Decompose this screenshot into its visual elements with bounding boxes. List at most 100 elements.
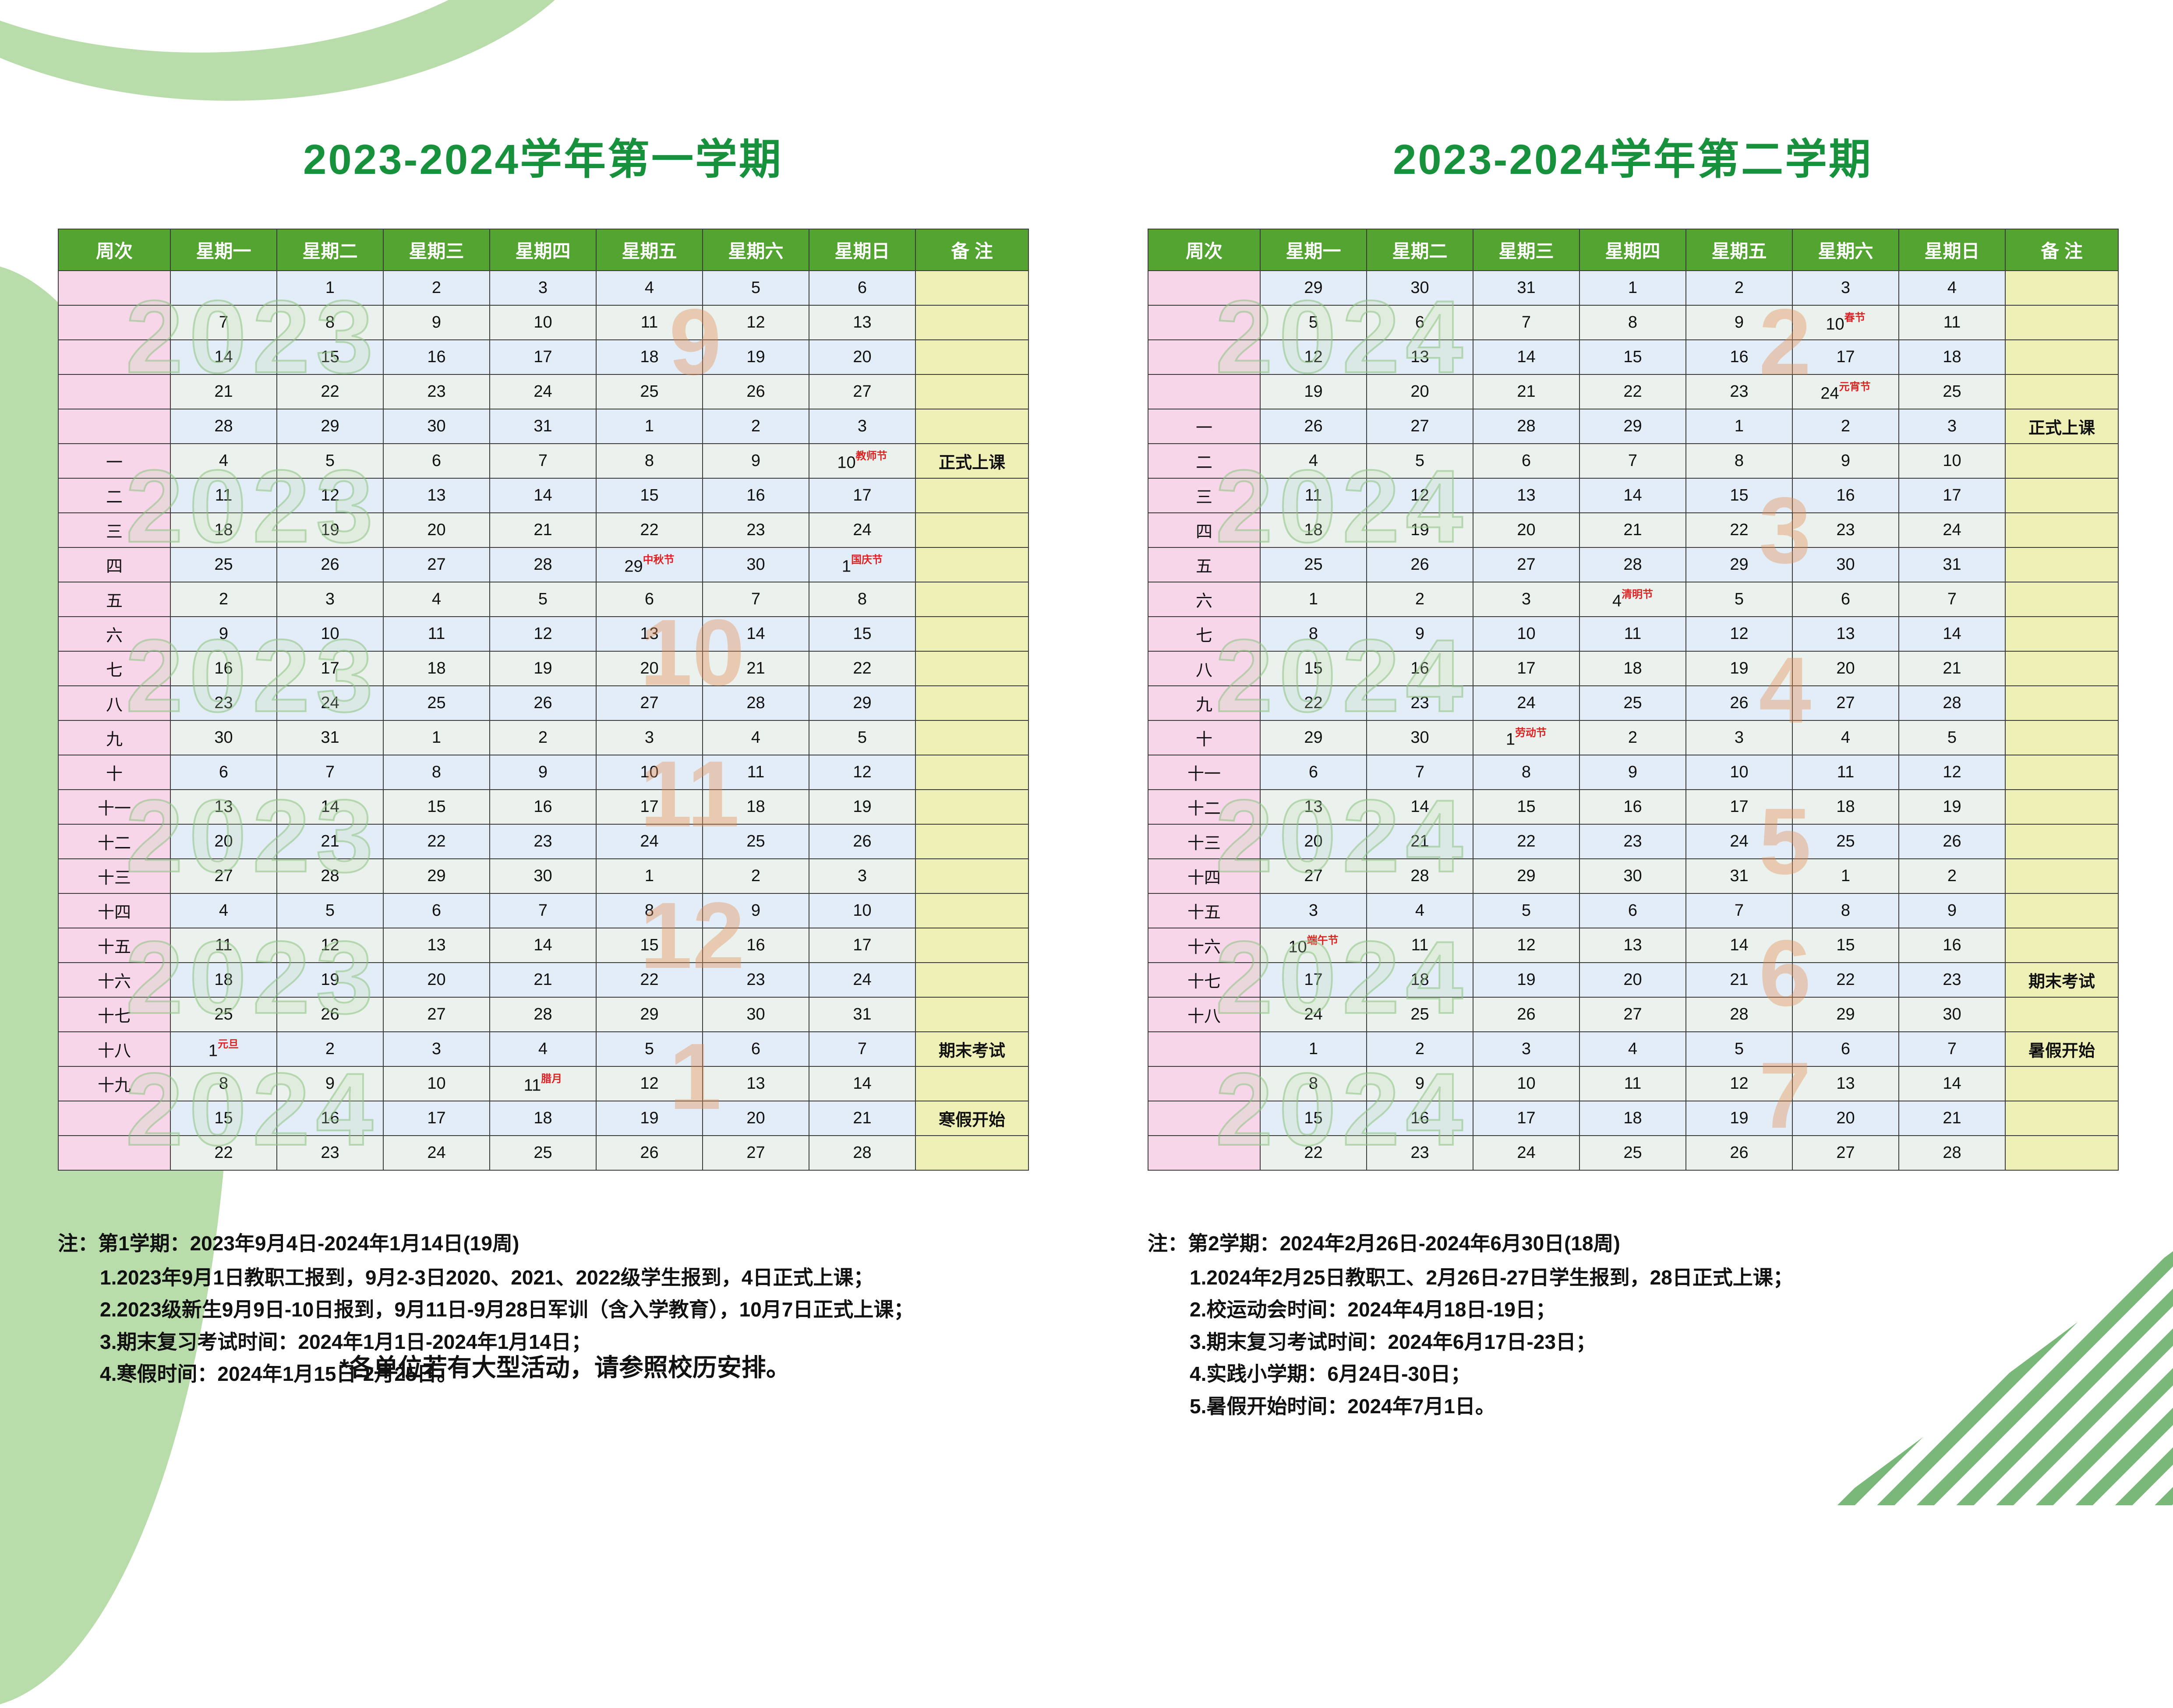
note-cell xyxy=(2005,755,2119,790)
day-cell: 18 xyxy=(1579,1101,1686,1136)
day-cell: 14 xyxy=(276,789,384,825)
day-cell: 4 xyxy=(489,1031,597,1067)
holiday-label: 元宵节 xyxy=(1839,381,1871,393)
day-cell: 7 xyxy=(1366,755,1473,790)
day-cell: 2 xyxy=(1792,409,1899,444)
day-cell: 22 xyxy=(809,651,916,686)
day-cell: 27 xyxy=(383,997,490,1032)
day-cell: 27 xyxy=(1579,997,1686,1032)
day-cell: 9 xyxy=(1792,443,1899,479)
calendar-row: 一 26 27 28 29 1 2 3 正式上课 xyxy=(1148,409,2119,444)
day-cell: 3 xyxy=(1792,270,1899,306)
day-cell: 9 xyxy=(1685,305,1793,340)
day-cell: 27 xyxy=(596,685,703,721)
day-cell: 16 xyxy=(489,789,597,825)
note-cell xyxy=(2005,651,2119,686)
day-cell: 22 xyxy=(1579,374,1686,409)
header-cell: 星期六 xyxy=(1792,229,1899,271)
note-cell xyxy=(915,893,1029,928)
day-cell: 12 xyxy=(702,305,809,340)
day-cell: 7 xyxy=(809,1031,916,1067)
day-cell: 2 xyxy=(383,270,490,306)
day-cell: 17 xyxy=(596,789,703,825)
day-cell: 7 xyxy=(1579,443,1686,479)
note-cell xyxy=(2005,824,2119,859)
semester-1-calendar-table: 周次 星期一 星期二 星期三 星期四 星期五 星期六 星期日备 注 1 2 3 4 5 6 7 8 9 10 11… xyxy=(58,229,1029,1171)
holiday-label: 国庆节 xyxy=(851,554,883,566)
day-cell: 10端午节 xyxy=(1260,928,1367,963)
calendar-row: 十 29 30 1劳动节 2 3 4 5 xyxy=(1148,720,2119,755)
note-cell xyxy=(915,582,1029,617)
week-cell: 三 xyxy=(1148,478,1261,513)
note-cell xyxy=(2005,720,2119,755)
day-cell: 19 xyxy=(276,512,384,548)
day-cell: 8 xyxy=(1260,616,1367,652)
day-cell: 7 xyxy=(1473,305,1580,340)
day-cell: 25 xyxy=(1260,547,1367,582)
day-cell: 2 xyxy=(1898,858,2006,894)
calendar-row: 十一 6 7 8 9 10 11 12 xyxy=(1148,755,2119,790)
day-cell: 2 xyxy=(702,858,809,894)
day-cell: 8 xyxy=(170,1066,277,1101)
day-cell: 16 xyxy=(383,339,490,375)
day-cell: 21 xyxy=(170,374,277,409)
day-cell: 15 xyxy=(276,339,384,375)
week-cell: 一 xyxy=(58,443,171,479)
day-number: 10 xyxy=(1288,938,1307,956)
header-cell: 星期一 xyxy=(1260,229,1367,271)
header-row: 周次 星期一 星期二 星期三 星期四 星期五 星期六 星期日备 注 xyxy=(1148,229,2119,271)
day-cell: 4 xyxy=(702,720,809,755)
day-cell: 10 xyxy=(1685,755,1793,790)
day-cell: 28 xyxy=(809,1135,916,1171)
calendar-row: 28 29 30 31 1 2 3 xyxy=(58,409,1029,444)
calendar-row: 十八 24 25 26 27 28 29 30 xyxy=(1148,997,2119,1032)
day-cell: 25 xyxy=(1792,824,1899,859)
holiday-label: 端午节 xyxy=(1307,934,1339,946)
day-cell: 26 xyxy=(1898,824,2006,859)
day-cell: 3 xyxy=(276,582,384,617)
day-cell: 13 xyxy=(702,1066,809,1101)
day-cell: 7 xyxy=(170,305,277,340)
week-cell xyxy=(58,305,171,340)
day-cell: 3 xyxy=(489,270,597,306)
day-cell: 17 xyxy=(1473,1101,1580,1136)
day-cell: 5 xyxy=(1260,305,1367,340)
week-cell: 十五 xyxy=(58,928,171,963)
week-cell: 十二 xyxy=(58,824,171,859)
note-cell: 寒假开始 xyxy=(915,1101,1029,1136)
note-cell xyxy=(915,547,1029,582)
calendar-row: 十六 10端午节 11 12 13 14 15 16 xyxy=(1148,928,2119,963)
day-cell: 2 xyxy=(1366,582,1473,617)
day-cell: 10 xyxy=(489,305,597,340)
note-cell xyxy=(915,685,1029,721)
calendar-row: 29 30 31 1 2 3 4 xyxy=(1148,270,2119,306)
week-cell xyxy=(58,374,171,409)
week-cell: 四 xyxy=(58,547,171,582)
day-cell: 8 xyxy=(1685,443,1793,479)
day-cell: 24 xyxy=(809,512,916,548)
day-cell: 8 xyxy=(1473,755,1580,790)
day-cell: 24 xyxy=(276,685,384,721)
day-cell: 12 xyxy=(276,478,384,513)
day-cell: 28 xyxy=(702,685,809,721)
day-cell: 18 xyxy=(170,512,277,548)
day-cell xyxy=(170,270,277,306)
semester-2-section: 2023-2024学年第二学期 周次 星期一 星期二 星期三 星期四 星期五 星期六 星期日备… xyxy=(1148,131,2119,1423)
day-cell: 1 xyxy=(1579,270,1686,306)
header-cell: 星期日 xyxy=(1898,229,2006,271)
day-cell: 22 xyxy=(1260,685,1367,721)
day-cell: 5 xyxy=(1685,1031,1793,1067)
calendar-row: 十七 25 26 27 28 29 30 31 xyxy=(58,997,1029,1032)
note-cell xyxy=(2005,547,2119,582)
day-cell: 7 xyxy=(276,755,384,790)
day-cell: 25 xyxy=(170,997,277,1032)
day-cell: 19 xyxy=(276,962,384,998)
day-cell: 5 xyxy=(276,893,384,928)
day-cell: 17 xyxy=(1685,789,1793,825)
day-cell: 29 xyxy=(1260,270,1367,306)
calendar-row: 22 23 24 25 26 27 28 xyxy=(1148,1135,2119,1171)
day-cell: 21 xyxy=(1473,374,1580,409)
note-cell xyxy=(2005,789,2119,825)
week-cell xyxy=(58,409,171,444)
day-cell: 30 xyxy=(1366,720,1473,755)
